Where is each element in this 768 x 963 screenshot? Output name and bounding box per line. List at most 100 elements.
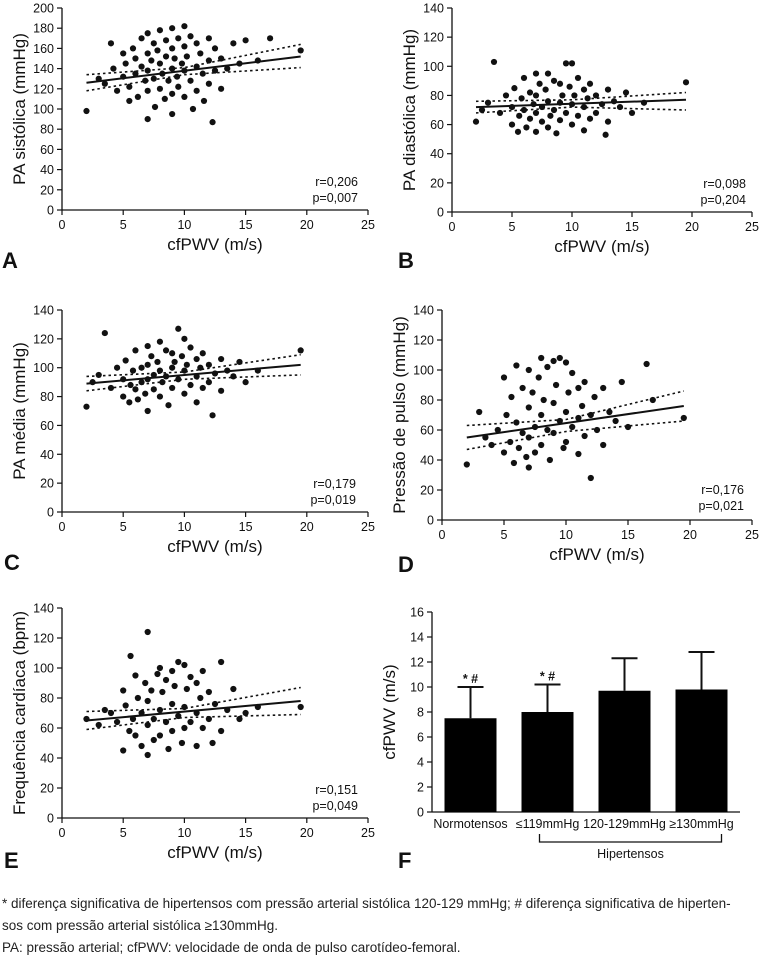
confidence-band-lower xyxy=(86,66,301,92)
data-point xyxy=(571,92,578,99)
data-point xyxy=(134,694,141,702)
data-point xyxy=(132,732,139,739)
data-point xyxy=(565,389,572,396)
y-tick-label: 200 xyxy=(33,2,54,16)
figure-footnote: * diferença significativa de hipertensos… xyxy=(2,893,766,959)
data-point xyxy=(643,360,650,368)
data-point xyxy=(525,434,532,441)
x-tick-label: 20 xyxy=(300,520,314,534)
regression-line xyxy=(466,405,684,439)
data-point xyxy=(622,89,630,96)
data-point xyxy=(122,60,129,67)
data-point xyxy=(189,105,197,113)
data-point xyxy=(519,429,526,437)
y-tick-label: 140 xyxy=(33,304,54,318)
data-point xyxy=(169,384,176,392)
data-point xyxy=(218,387,225,394)
data-point xyxy=(550,357,557,365)
data-point xyxy=(199,350,206,357)
data-point xyxy=(129,45,137,52)
data-point xyxy=(242,37,249,44)
data-point xyxy=(478,106,486,114)
x-axis-label: cfPWV (m/s) xyxy=(167,537,262,556)
data-point xyxy=(175,83,182,90)
data-point xyxy=(514,128,522,135)
y-tick-label: 100 xyxy=(33,361,54,375)
data-point xyxy=(156,367,164,374)
data-point xyxy=(550,77,558,84)
data-point xyxy=(150,371,157,379)
data-point xyxy=(169,90,176,97)
data-point xyxy=(472,118,480,125)
regression-line xyxy=(86,700,301,722)
x-tick-label: 10 xyxy=(565,220,579,234)
data-point xyxy=(187,381,194,389)
data-point xyxy=(535,374,542,381)
data-point xyxy=(515,444,522,452)
x-tick-label: 0 xyxy=(59,520,66,534)
regression-line xyxy=(475,98,687,109)
data-point xyxy=(151,103,159,111)
data-point xyxy=(132,55,139,62)
data-point xyxy=(138,742,145,750)
y-tick-label: 140 xyxy=(33,62,54,76)
data-point xyxy=(132,672,139,679)
data-point xyxy=(156,60,164,67)
data-point xyxy=(178,60,186,67)
data-point xyxy=(169,364,176,371)
y-tick-label: 60 xyxy=(420,424,434,438)
x-tick-label: 25 xyxy=(745,528,759,542)
data-point xyxy=(113,364,121,371)
data-point xyxy=(566,83,573,90)
data-point xyxy=(175,376,182,383)
data-point xyxy=(575,384,582,392)
x-tick-label: 25 xyxy=(361,218,375,232)
data-point xyxy=(132,386,139,393)
x-tick-label: 0 xyxy=(59,826,66,840)
y-axis-label: cfPWV (m/s) xyxy=(380,664,399,759)
data-point xyxy=(193,399,200,406)
x-tick-label: 25 xyxy=(745,220,759,234)
data-point xyxy=(224,65,231,72)
data-point xyxy=(199,667,206,675)
y-tick-label: 80 xyxy=(40,390,54,404)
y-tick-label: 120 xyxy=(33,632,54,646)
data-point xyxy=(144,407,151,415)
y-tick-label: 12 xyxy=(410,656,424,670)
y-tick-label: 4 xyxy=(417,756,424,770)
data-point xyxy=(150,40,157,47)
x-axis-label: cfPWV (m/s) xyxy=(549,545,644,564)
data-point xyxy=(602,131,609,138)
x-tick-label: 15 xyxy=(625,220,639,234)
y-tick-label: 40 xyxy=(420,454,434,468)
regression-line xyxy=(86,363,301,385)
data-point xyxy=(156,664,164,672)
stat-p: p=0,007 xyxy=(312,191,358,205)
data-point xyxy=(520,106,528,114)
data-point xyxy=(553,130,560,137)
data-point xyxy=(107,40,115,47)
data-point xyxy=(142,390,149,397)
data-point xyxy=(156,85,164,92)
data-point xyxy=(538,411,545,419)
data-point xyxy=(107,384,115,392)
data-point xyxy=(591,393,598,401)
data-point xyxy=(144,30,151,37)
data-point xyxy=(532,92,540,99)
y-tick-label: 60 xyxy=(430,118,444,132)
data-point xyxy=(580,86,588,93)
confidence-band-lower xyxy=(86,374,301,392)
data-point xyxy=(230,40,237,47)
stat-r: r=0,151 xyxy=(315,783,358,797)
data-point xyxy=(525,366,532,374)
data-point xyxy=(500,449,508,456)
footnote-line-2: sos com pressão arterial sistólica ≥130m… xyxy=(2,918,279,933)
data-point xyxy=(154,358,161,366)
data-point xyxy=(579,402,586,410)
bar xyxy=(444,718,497,812)
data-point xyxy=(218,658,225,666)
data-point xyxy=(525,464,532,471)
